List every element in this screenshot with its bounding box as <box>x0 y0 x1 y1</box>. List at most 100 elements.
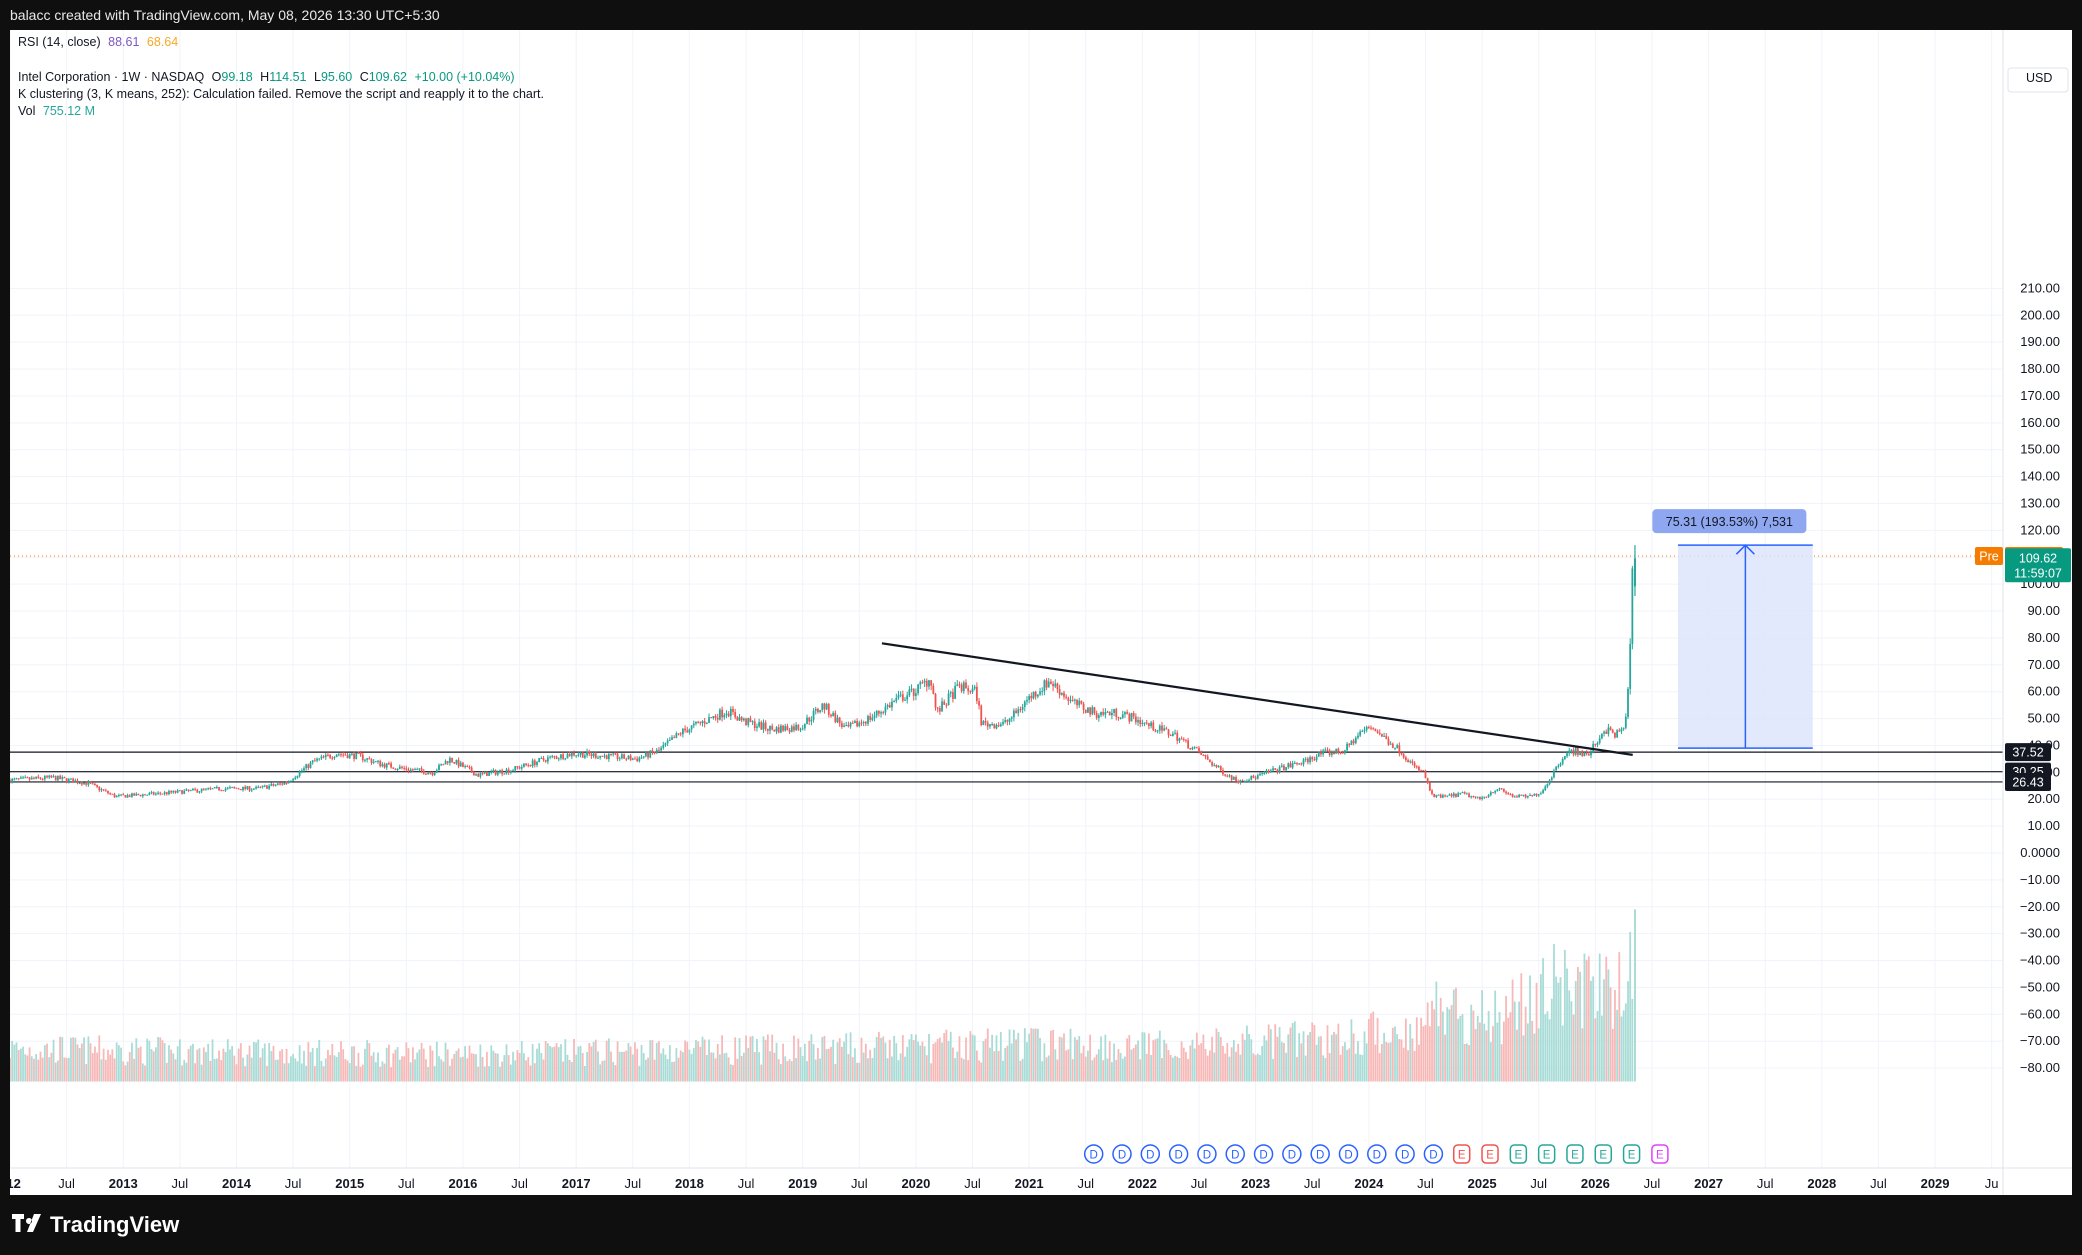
candle-body <box>1165 728 1168 730</box>
candle-body <box>196 789 199 793</box>
candle-body <box>1293 762 1296 764</box>
volume-bar <box>1108 1041 1111 1082</box>
currency-label: USD <box>2026 71 2052 85</box>
volume-bar <box>48 1057 51 1082</box>
candle-body <box>681 728 684 735</box>
volume-bar <box>851 1057 854 1082</box>
candle-body <box>131 793 133 797</box>
volume-bar <box>155 1047 157 1082</box>
candle-body <box>65 778 68 783</box>
volume-bar <box>1243 1039 1246 1082</box>
candle-body <box>1583 752 1586 757</box>
candle-body <box>888 705 891 708</box>
volume-bar <box>19 1048 22 1082</box>
candle-body <box>401 766 403 768</box>
volume-bar <box>1222 1045 1224 1082</box>
candle-body <box>975 686 978 702</box>
candle-body <box>723 714 726 718</box>
volume-bar <box>1124 1056 1126 1082</box>
candle-body <box>499 770 501 772</box>
candle-body <box>1348 743 1351 745</box>
candle-body <box>250 789 253 791</box>
last-price: 109.62 <box>2019 551 2057 565</box>
candle-body <box>662 744 665 748</box>
candle-body <box>1278 766 1281 773</box>
candle-body <box>597 757 599 759</box>
candle-body <box>503 773 506 775</box>
volume-bar <box>1215 1028 1218 1082</box>
volume-bar <box>222 1048 225 1082</box>
volume-bar <box>1261 1045 1264 1082</box>
candle-body <box>148 793 151 795</box>
volume-bar <box>1174 1055 1176 1082</box>
volume-label: Vol <box>18 104 36 118</box>
volume-bar <box>1128 1035 1131 1082</box>
volume-bar <box>185 1062 188 1082</box>
volume-bar <box>388 1044 390 1082</box>
candle-body <box>159 792 162 794</box>
candle-body <box>906 695 909 700</box>
volume-bar <box>769 1051 771 1082</box>
candle-body <box>1265 770 1268 773</box>
volume-bar <box>714 1058 717 1082</box>
candle-body <box>860 722 863 724</box>
volume-bar <box>784 1056 787 1082</box>
candle-body <box>514 766 517 771</box>
candle-body <box>1439 794 1442 798</box>
candle-body <box>599 755 602 758</box>
volume-bar <box>588 1043 591 1082</box>
candle-body <box>305 764 308 769</box>
candle-body <box>1180 738 1183 740</box>
candle-body <box>1468 793 1470 798</box>
candle-body <box>1272 768 1274 771</box>
volume-bar <box>429 1045 432 1082</box>
volume-bar <box>335 1056 338 1082</box>
candle-body <box>925 680 928 687</box>
volume-bar <box>978 1060 980 1082</box>
tradingview-logo[interactable]: TradingView <box>12 1207 179 1243</box>
candle-body <box>422 770 425 774</box>
candle-body <box>133 793 136 796</box>
candle-body <box>779 725 782 733</box>
candle-body <box>1246 780 1248 782</box>
volume-legend[interactable]: Vol 755.12 M <box>18 104 95 118</box>
candle-body <box>342 754 345 756</box>
candle-body <box>1030 696 1033 699</box>
candle-body <box>122 794 125 796</box>
volume-bar <box>982 1041 985 1082</box>
candle-body <box>1226 775 1229 777</box>
volume-bar <box>168 1045 170 1082</box>
volume-bar <box>1019 1060 1022 1082</box>
candle-body <box>488 772 490 776</box>
candle-body <box>843 725 845 727</box>
volume-bar <box>605 1040 608 1082</box>
volume-bar <box>1050 1030 1052 1082</box>
volume-bar <box>290 1056 292 1082</box>
candle-body <box>501 770 504 774</box>
volume-bar <box>1472 1010 1475 1082</box>
volume-bar <box>577 1046 580 1082</box>
volume-bar <box>361 1064 364 1082</box>
volume-bar <box>1359 1054 1362 1082</box>
rsi-legend[interactable]: RSI (14, close) 88.61 68.64 <box>18 35 178 49</box>
volume-bar <box>991 1034 994 1082</box>
symbol-legend[interactable]: Intel Corporation · 1W · NASDAQ O99.18 H… <box>18 70 515 84</box>
volume-bar <box>1193 1048 1196 1082</box>
volume-bar <box>1535 982 1538 1082</box>
candle-body <box>466 766 469 768</box>
candle-body <box>370 759 373 763</box>
candle-body <box>1148 723 1150 727</box>
volume-bar <box>1235 1051 1237 1082</box>
candle-body <box>409 769 412 771</box>
earnings-marker <box>1537 1144 1556 1164</box>
candle-body <box>1611 730 1614 733</box>
candle-body <box>290 780 292 782</box>
kmeans-legend[interactable]: K clustering (3, K means, 252): Calculat… <box>18 87 544 101</box>
volume-bar <box>124 1065 127 1082</box>
premarket-label-box <box>1975 546 2003 565</box>
candle-body <box>677 733 680 735</box>
volume-bar <box>1134 1044 1137 1082</box>
candle-body <box>1409 761 1412 763</box>
